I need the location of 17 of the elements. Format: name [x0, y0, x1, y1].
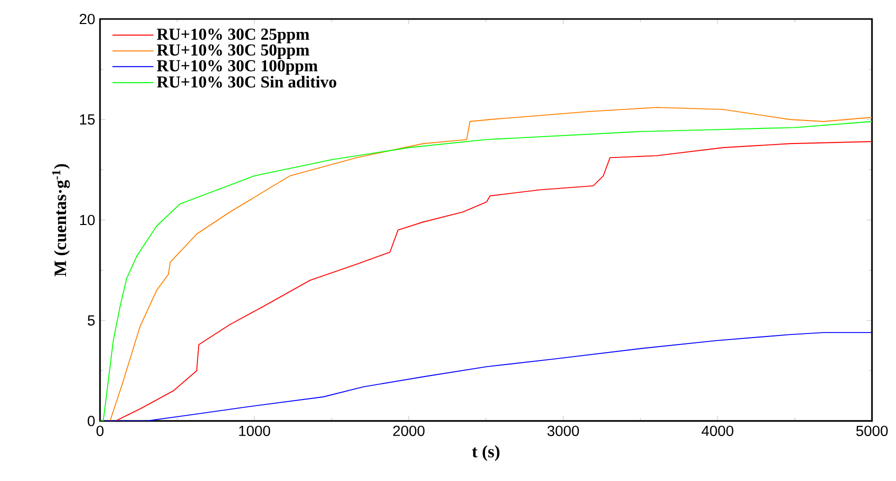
y-tick-label: 20 — [80, 14, 95, 24]
x-tick-label: 4000 — [702, 426, 734, 436]
legend-label: RU+10% 30C 50ppm — [156, 44, 310, 59]
x-tick-label: 1000 — [239, 426, 270, 436]
y-tick-label: 0 — [88, 416, 95, 426]
y-tick-label: 15 — [80, 114, 95, 125]
x-tick-label: 5000 — [856, 426, 888, 436]
y-tick-label: 10 — [80, 214, 95, 226]
x-tick-label: 0 — [96, 426, 104, 436]
x-tick-label: 2000 — [393, 426, 425, 436]
y-tick-label: 5 — [88, 315, 95, 326]
x-tick-label: 3000 — [547, 426, 579, 436]
legend-label: RU+10% 30C Sin aditivo — [156, 76, 336, 88]
legend-label: RU+10% 30C 25ppm — [156, 28, 310, 44]
y-axis-title: M (cuentas·g$^{-1}$) — [52, 164, 70, 276]
legend-label: RU+10% 30C 100ppm — [156, 60, 318, 75]
x-axis-title: t (s) — [472, 445, 500, 461]
